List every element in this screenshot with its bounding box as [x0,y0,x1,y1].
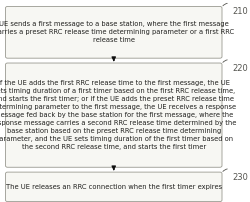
FancyBboxPatch shape [6,63,222,167]
Text: The UE releases an RRC connection when the first timer expires: The UE releases an RRC connection when t… [6,184,222,190]
Text: If the UE adds the first RRC release time to the first message, the UE
sets timi: If the UE adds the first RRC release tim… [0,80,236,150]
FancyBboxPatch shape [6,6,222,58]
Text: 220: 220 [232,64,248,73]
Text: 210: 210 [232,7,248,16]
Text: UE sends a first message to a base station, where the first message
carries a pr: UE sends a first message to a base stati… [0,21,234,43]
Text: 230: 230 [232,173,248,182]
FancyBboxPatch shape [6,172,222,202]
